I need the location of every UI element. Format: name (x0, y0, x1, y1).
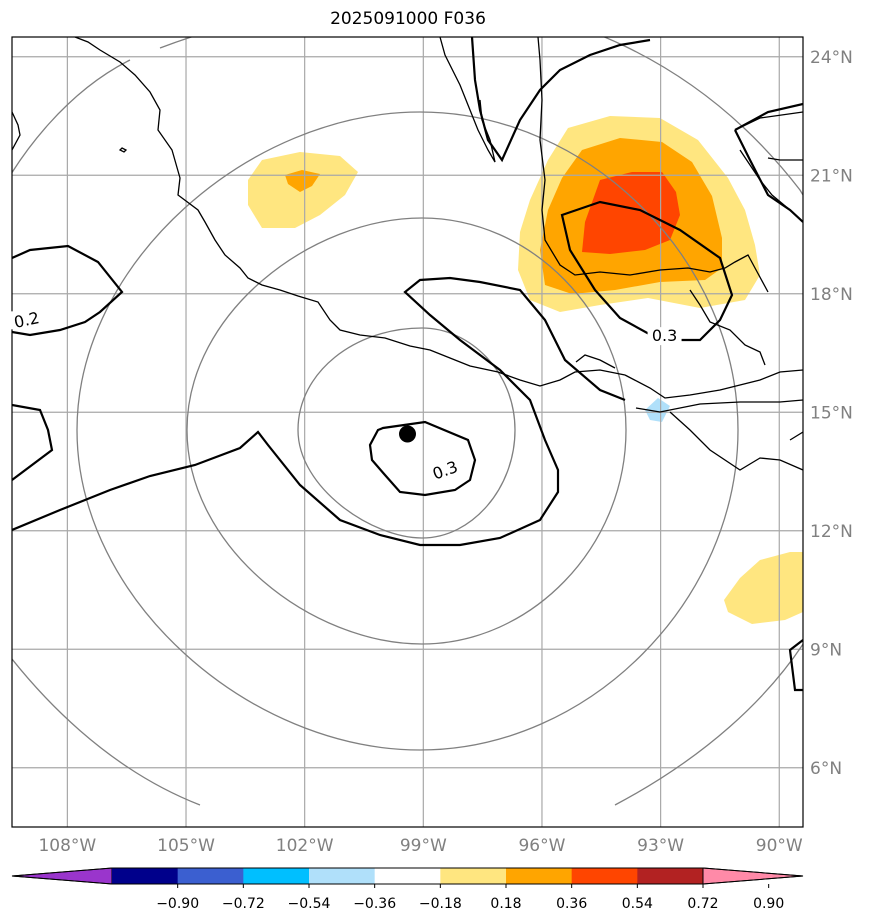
lon-tick-label-2: 102°W (276, 836, 334, 856)
lon-tick-label-5: 93°W (637, 836, 684, 856)
colorbar-segment-8 (637, 868, 704, 884)
map-frame (11, 36, 804, 828)
lat-tick-label-6: 6°N (810, 759, 842, 779)
coastline-east-gulf (575, 354, 616, 369)
colorbar-label-3: −0.36 (353, 896, 396, 912)
colorbar-label-5: 0.18 (490, 896, 521, 912)
range-ring-inner (297, 327, 516, 539)
contour-0.3-center (368, 420, 477, 497)
range-rings (12, 37, 803, 806)
latitude-tick-labels: 24°N 21°N 18°N 15°N 12°N 9°N 6°N (810, 48, 853, 779)
contour-label-layer: 0.2 0.3 0.3 (10, 308, 682, 484)
contour-label-2: 0.3 (430, 457, 460, 484)
island-1 (118, 147, 128, 153)
colorbar-label-4: −0.18 (419, 896, 462, 912)
coastline-pacific-central-am (635, 399, 803, 413)
coastline-gulf (439, 37, 496, 163)
contour-yucatan-top (734, 102, 803, 131)
colorbar-outline (11, 867, 804, 885)
lon-tick-label-3: 99°W (400, 836, 447, 856)
colorbar-segment-5 (440, 868, 507, 884)
range-ring-2 (186, 217, 627, 645)
graticule-grid (12, 37, 803, 827)
colorbar-segment-6 (506, 868, 573, 884)
range-ring-4 (12, 37, 803, 806)
colorbar: −0.90 −0.72 −0.54 −0.36 −0.18 0.18 0.36 0.54 0.7… (11, 867, 804, 912)
colorbar-segment-7 (571, 868, 638, 884)
lon-tick-label-6: 90°W (756, 836, 803, 856)
contour-0.3-ne (560, 200, 734, 342)
coastline-mexico-pacific (74, 37, 626, 387)
lon-tick-label-4: 96°W (518, 836, 565, 856)
colorbar-segment-1 (177, 868, 244, 884)
colorbar-extend-high (702, 867, 804, 885)
coastline-central-america (624, 369, 803, 399)
contour-label-0: 0.2 (12, 308, 41, 332)
lat-tick-label-4: 12°N (810, 522, 853, 542)
lat-tick-label-3: 15°N (810, 403, 853, 423)
colorbar-segment-0 (112, 868, 179, 884)
contour-yucatan (734, 129, 803, 223)
lat-tick-label-5: 9°N (810, 640, 842, 660)
colorbar-label-9: 0.90 (753, 896, 784, 912)
longitude-tick-labels: 108°W 105°W 102°W 99°W 96°W 93°W 90°W (38, 836, 802, 856)
colorbar-label-0: −0.90 (156, 896, 199, 912)
colorbar-label-1: −0.72 (222, 896, 265, 912)
colorbar-label-2: −0.54 (288, 896, 331, 912)
contour-label-1: 0.3 (652, 326, 677, 345)
contour-0.2-west (12, 244, 124, 337)
contour-gulf-top (470, 37, 651, 163)
lat-tick-label-0: 24°N (810, 48, 853, 68)
shaded-field-layer (248, 116, 803, 624)
lon-tick-label-0: 108°W (38, 836, 96, 856)
contour-lines (12, 37, 803, 692)
contour-west-lower (12, 403, 54, 481)
contour-label-bg-2 (430, 461, 465, 480)
shade-negative-blue (645, 398, 670, 422)
shade-se-yellow (724, 552, 803, 624)
contour-label-bg-0 (10, 311, 45, 330)
coastline-baja-tip (12, 111, 21, 151)
contour-label-bg-1 (647, 327, 682, 346)
colorbar-label-8: 0.72 (687, 896, 718, 912)
colorbar-segment-4 (374, 868, 441, 884)
range-ring-3 (76, 111, 739, 751)
shade-ne-red (582, 172, 680, 254)
lat-tick-label-2: 18°N (810, 285, 853, 305)
colorbar-label-7: 0.54 (622, 896, 653, 912)
border-cam-2 (669, 411, 803, 471)
contour-se (788, 639, 803, 692)
colorbar-label-6: 0.36 (556, 896, 587, 912)
lon-tick-label-1: 105°W (157, 836, 215, 856)
coastline-gulf-2 (537, 37, 769, 293)
border-guatemala (689, 289, 766, 366)
plot-title: 2025091000 F036 (330, 9, 486, 29)
colorbar-segment-3 (309, 868, 376, 884)
contour-0.3-large (12, 276, 626, 547)
lat-tick-label-1: 21°N (810, 166, 853, 186)
colorbar-segment-2 (243, 868, 310, 884)
colorbar-extend-low (11, 867, 113, 885)
storm-center-marker (399, 425, 416, 443)
